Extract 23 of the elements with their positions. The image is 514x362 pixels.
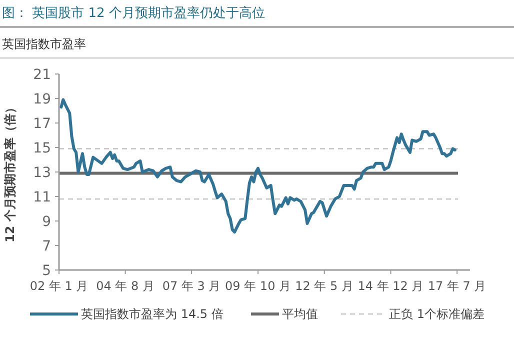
y-tick-label: 5 (42, 263, 51, 279)
line-series (60, 98, 456, 234)
y-tick-label: 9 (42, 214, 51, 230)
y-tick-label: 11 (33, 190, 51, 206)
y-tick-label: 15 (33, 140, 51, 156)
x-tick-label: 14 年 12 月 (358, 279, 424, 293)
legend-label: 正负 1个标准偏差 (389, 307, 484, 321)
x-tick-label: 09 年 10 月 (225, 279, 292, 293)
x-tick-label: 07 年 3 月 (162, 279, 221, 293)
y-tick-label: 17 (33, 116, 51, 132)
x-tick-label: 02 年 1 月 (30, 279, 88, 293)
chart-title: 图： 英国股市 12 个月预期市盈率仍处于高位 (2, 5, 265, 21)
y-tick-label: 19 (33, 92, 51, 108)
y-tick-label: 13 (33, 165, 51, 181)
legend-label: 英国指数市盈率为 14.5 倍 (81, 307, 224, 321)
x-tick-label: 04 年 8 月 (96, 279, 154, 293)
x-tick-label: 12 年 5 月 (295, 279, 354, 293)
x-tick-label: 17 年 7 月 (428, 279, 486, 293)
legend-label: 平均值 (282, 307, 318, 321)
y-axis-title: 12 个月预期市盈率（倍） (3, 102, 17, 242)
y-tick-label: 21 (33, 67, 51, 83)
y-tick-label: 7 (42, 238, 51, 254)
chart-subtitle: 英国指数市盈率 (2, 37, 86, 51)
